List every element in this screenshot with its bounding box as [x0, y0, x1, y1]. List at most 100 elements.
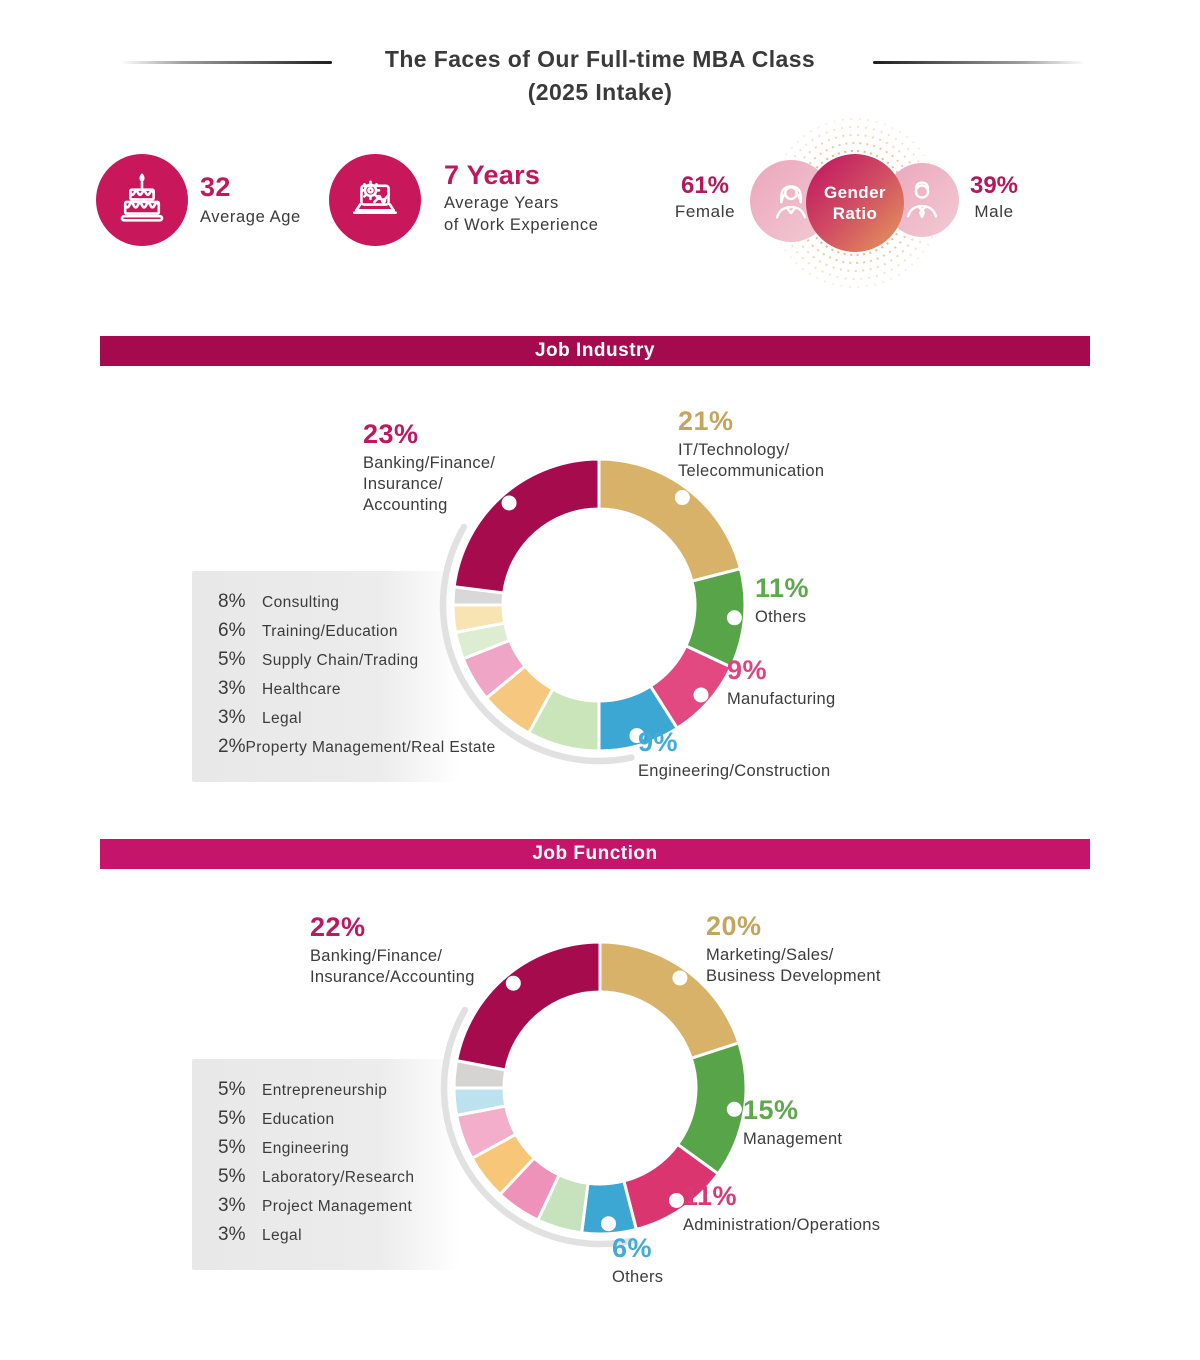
- callout-percent: 21%: [678, 406, 734, 436]
- average-age-value: 32: [200, 172, 231, 202]
- callout-label-line: Insurance/: [363, 475, 444, 493]
- callout-label-line: Accounting: [363, 496, 448, 514]
- legend-item-percent: 3%: [218, 678, 246, 699]
- legend-item-label: Legal: [262, 1227, 302, 1244]
- average-age-label: Average Age: [200, 208, 301, 226]
- legend-item-label: Training/Education: [262, 623, 398, 640]
- segment-marker-dot: [601, 1216, 617, 1232]
- callout-label-line: Business Development: [706, 967, 881, 985]
- gender-ratio-badge-line2: Ratio: [832, 204, 878, 223]
- callout-percent: 11%: [683, 1181, 738, 1211]
- female-label: Female: [674, 202, 736, 221]
- legend-item-label: Property Management/Real Estate: [245, 739, 496, 756]
- job-function-donut-chart: [440, 940, 748, 1248]
- callout-percent: 11%: [755, 573, 810, 603]
- callout-it-technology-telecommunication: 21% IT/Technology/Telecommunication: [678, 407, 824, 482]
- job-industry-legend: 8% Consulting 6% Training/Education 5% Supply…: [192, 571, 495, 782]
- legend-item-label: Engineering: [262, 1140, 350, 1157]
- callout-label-line: Management: [743, 1130, 843, 1148]
- callout-label-line: Others: [755, 608, 807, 626]
- legend-item-label: Education: [262, 1111, 335, 1128]
- segment-marker-dot: [726, 610, 742, 626]
- legend-item-engineering: 5% Engineering: [218, 1137, 460, 1166]
- legend-item-project-management: 3% Project Management: [218, 1195, 460, 1224]
- male-icon: [906, 181, 938, 219]
- callout-label-line: Insurance/Accounting: [310, 968, 475, 986]
- job-industry-banner: Job Industry: [100, 336, 1090, 366]
- birthday-cake-icon: [120, 173, 164, 222]
- callout-percent: 9%: [727, 655, 768, 685]
- segment-marker-dot: [668, 1192, 684, 1208]
- callout-marketing-sales-business-development: 20% Marketing/Sales/Business Development: [706, 912, 881, 987]
- legend-item-percent: 6%: [218, 620, 246, 641]
- average-age-badge: [96, 154, 188, 246]
- legend-item-laboratory-research: 5% Laboratory/Research: [218, 1166, 460, 1195]
- page-title: The Faces of Our Full-time MBA Class: [384, 46, 816, 72]
- legend-item-legal: 3% Legal: [218, 1224, 460, 1253]
- callout-label-line: Administration/Operations: [683, 1216, 881, 1234]
- callout-percent: 23%: [363, 419, 419, 449]
- callout-percent: 9%: [638, 727, 679, 757]
- segment-marker-dot: [505, 975, 521, 991]
- job-function-banner: Job Function: [100, 839, 1090, 869]
- female-percentage: 61%: [680, 172, 730, 199]
- callout-label-line: Banking/Finance/: [310, 947, 443, 965]
- donut-segment-banking-finance-insurance-accounting: [452, 457, 601, 595]
- callout-percent: 22%: [310, 912, 366, 942]
- male-label: Male: [974, 202, 1014, 221]
- legend-item-label: Legal: [262, 710, 302, 727]
- callout-management: 15% Management: [743, 1096, 842, 1150]
- segment-marker-dot: [672, 970, 688, 986]
- legend-item-education: 5% Education: [218, 1108, 460, 1137]
- segment-marker-dot: [501, 495, 517, 511]
- job-industry-donut-chart: [439, 457, 747, 765]
- callout-banking-finance-insurance-accounting: 23% Banking/Finance/Insurance/Accounting: [363, 420, 495, 516]
- callout-percent: 6%: [612, 1233, 653, 1263]
- title-decoration-line-left: [120, 61, 332, 64]
- callout-administration-operations: 11% Administration/Operations: [683, 1182, 880, 1236]
- callout-percent: 20%: [706, 911, 762, 941]
- donut-shadow-arc: [440, 1006, 636, 1248]
- callout-label-line: Manufacturing: [727, 690, 836, 708]
- male-percentage: 39%: [969, 172, 1019, 199]
- donut-segment-banking-finance-insurance-accounting: [455, 940, 602, 1072]
- legend-item-percent: 3%: [218, 1195, 246, 1216]
- legend-item-supply-chain-trading: 5% Supply Chain/Trading: [218, 649, 460, 678]
- callout-label-line: Telecommunication: [678, 462, 825, 480]
- page-subtitle: (2025 Intake): [527, 79, 673, 105]
- female-icon: [775, 185, 807, 219]
- callout-label-line: Marketing/Sales/: [706, 946, 834, 964]
- callout-percent: 15%: [743, 1095, 799, 1125]
- work-experience-value: 7 Years: [444, 160, 541, 190]
- legend-item-percent: 2%: [218, 736, 246, 757]
- legend-item-consulting: 8% Consulting: [218, 591, 460, 620]
- donut-shadow-arc: [439, 523, 635, 765]
- legend-item-percent: 5%: [218, 1137, 246, 1158]
- legend-item-label: Entrepreneurship: [262, 1082, 388, 1099]
- legend-item-label: Healthcare: [262, 681, 341, 698]
- title-decoration-line-right: [873, 61, 1085, 64]
- callout-others: 6% Others: [612, 1234, 663, 1288]
- job-function-legend: 5% Entrepreneurship 5% Education 5% Engineeri…: [192, 1059, 460, 1270]
- legend-item-legal: 3% Legal: [218, 707, 460, 736]
- callout-label-line: Engineering/Construction: [638, 762, 831, 780]
- legend-item-property-management-real-estate: 2% Property Management/Real Estate: [218, 736, 495, 765]
- gender-ratio-badge-line1: Gender: [824, 183, 886, 202]
- callout-label-line: Others: [612, 1268, 664, 1286]
- legend-item-percent: 8%: [218, 591, 246, 612]
- callout-engineering-construction: 9% Engineering/Construction: [638, 728, 830, 782]
- callout-label-line: IT/Technology/: [678, 441, 790, 459]
- callout-manufacturing: 9% Manufacturing: [727, 656, 835, 710]
- legend-item-label: Consulting: [262, 594, 340, 611]
- laptop-gear-icon: [353, 180, 397, 214]
- callout-banking-finance-insurance-accounting: 22% Banking/Finance/Insurance/Accounting: [310, 913, 475, 988]
- segment-marker-dot: [629, 728, 645, 744]
- legend-item-label: Laboratory/Research: [262, 1169, 415, 1186]
- work-experience-label-line2: of Work Experience: [444, 216, 599, 234]
- legend-item-training-education: 6% Training/Education: [218, 620, 460, 649]
- legend-item-label: Supply Chain/Trading: [262, 652, 419, 669]
- legend-item-entrepreneurship: 5% Entrepreneurship: [218, 1079, 460, 1108]
- legend-item-percent: 3%: [218, 1224, 246, 1245]
- legend-item-label: Project Management: [262, 1198, 413, 1215]
